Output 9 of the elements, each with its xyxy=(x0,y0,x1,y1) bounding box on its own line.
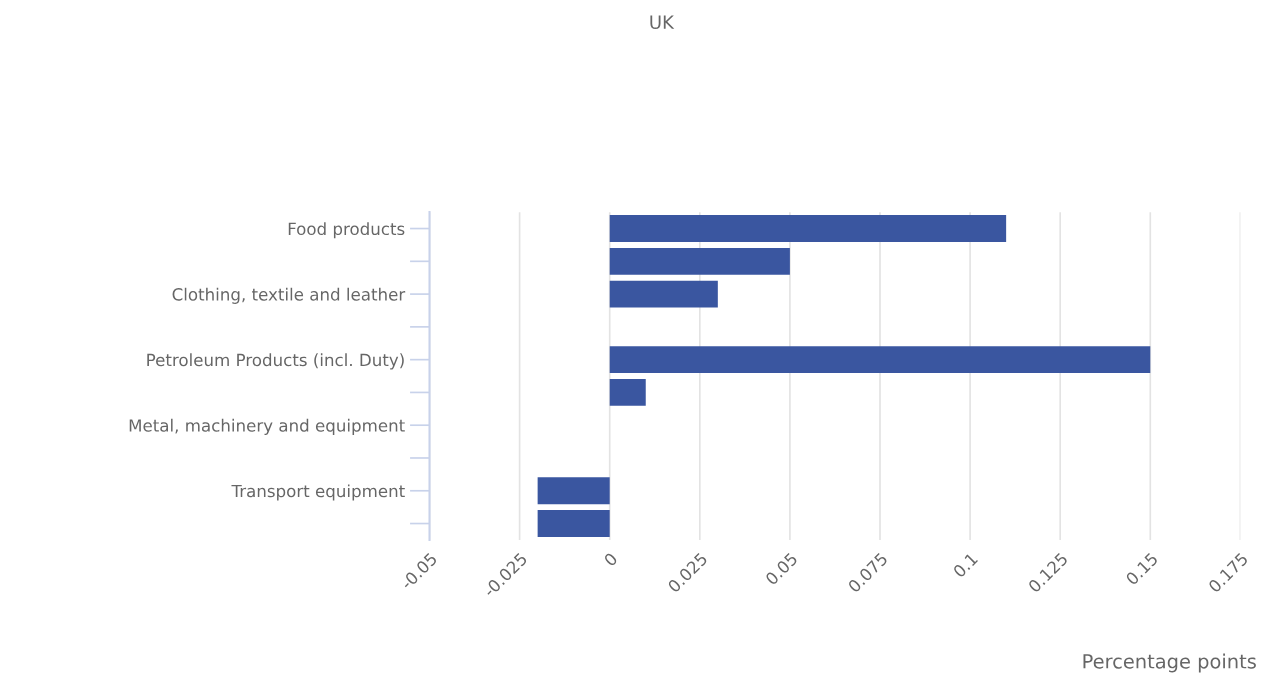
x-tick-label: 0.1 xyxy=(952,552,979,579)
y-tick-label: Food products xyxy=(288,222,405,239)
x-tick-label: 0 xyxy=(603,552,619,567)
y-tick-label: Clothing, textile and leather xyxy=(172,287,406,304)
y-tick-label: Metal, machinery and equipment xyxy=(129,418,405,435)
x-axis-title: Percentage points xyxy=(1083,653,1256,673)
y-tick-label: Petroleum Products (incl. Duty) xyxy=(147,353,404,370)
y-tick-label: Transport equipment xyxy=(231,484,405,501)
chart-title: UK xyxy=(650,15,675,30)
